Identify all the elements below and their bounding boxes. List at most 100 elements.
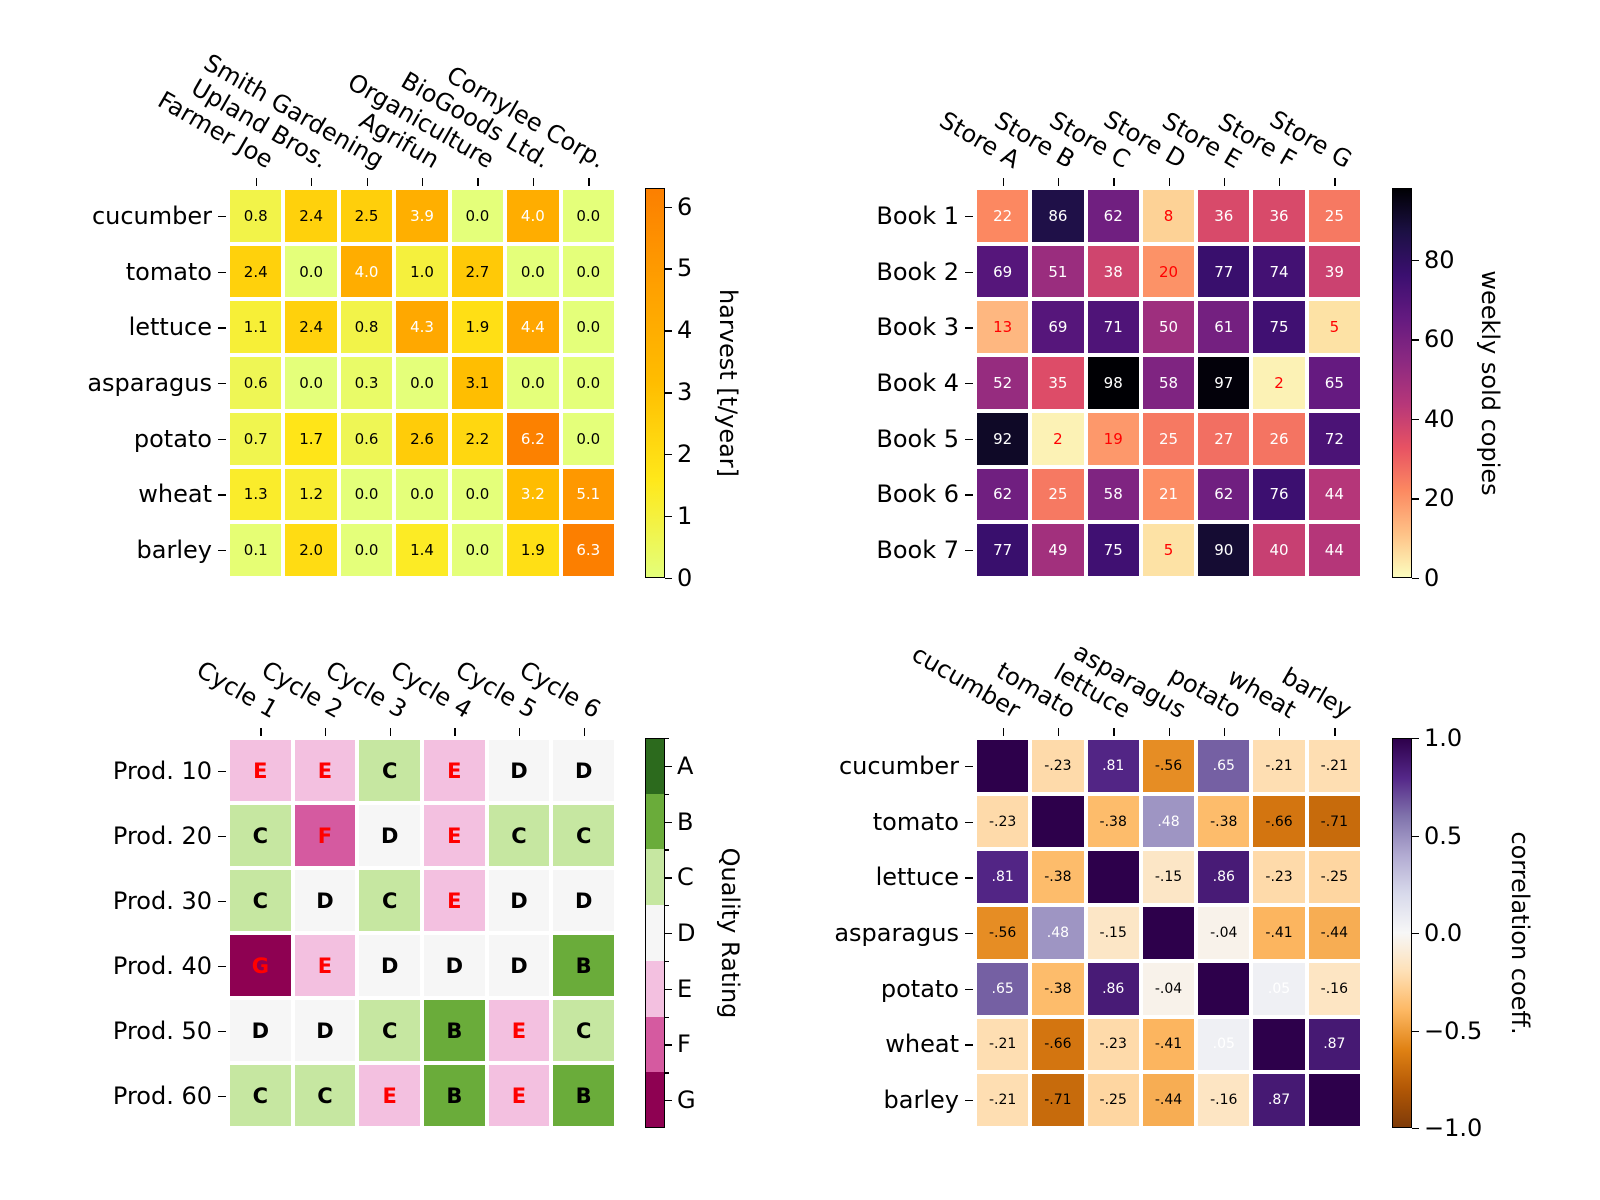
heatmap-cell: 74 (1253, 245, 1305, 298)
heatmap-cell: 0.0 (396, 357, 448, 409)
colorbar-band (645, 1016, 665, 1073)
y-tick (965, 550, 973, 552)
heatmap-cell: -.23 (977, 795, 1029, 848)
y-tick (218, 900, 226, 902)
y-tick-label: Book 4 (876, 369, 959, 397)
x-tick (325, 728, 327, 736)
heatmap-cell: 62 (1087, 190, 1139, 242)
heatmap-cell: 1.4 (396, 524, 448, 576)
colorbar-tick (665, 330, 672, 332)
heatmap-cell: 2.5 (340, 190, 393, 242)
heatmap-cell: .81 (1087, 740, 1139, 792)
heatmap-cell: 1.9 (451, 301, 504, 354)
colorbar-band (645, 738, 665, 794)
heatmap-cell: -.25 (1308, 851, 1360, 904)
colorbar-tick (665, 578, 672, 580)
heatmap-cell: -.66 (1253, 795, 1305, 848)
heatmap-cell: 0.0 (285, 357, 337, 409)
colorbar-tick-label: 0 (677, 564, 693, 592)
colorbar-tick-label: 1.0 (1424, 724, 1463, 752)
heatmap-cell: 72 (1308, 412, 1360, 465)
x-tick (1334, 178, 1336, 186)
y-tick-label: Book 2 (876, 257, 959, 286)
colorbar-minor-tick (665, 905, 669, 907)
heatmap-cell: 4.3 (396, 301, 448, 354)
heatmap-cell: D (294, 1000, 356, 1061)
heatmap-cell: 52 (977, 357, 1029, 409)
heatmap-cell: .48 (1032, 907, 1084, 959)
colorbar-tick-label: 20 (1424, 484, 1455, 513)
x-tick (1113, 728, 1115, 736)
heatmap-cell: 3.1 (451, 357, 504, 409)
heatmap-cell: 0.7 (230, 412, 282, 465)
heatmap-cell: -.56 (977, 907, 1029, 959)
colorbar-tick (1412, 259, 1419, 261)
heatmap-cell: 13 (977, 301, 1029, 354)
colorbar-tick-label: 60 (1424, 325, 1455, 354)
heatmap-cell: -.21 (977, 1018, 1029, 1071)
heatmap-cell: 19 (1087, 412, 1139, 465)
colorbar-tick-label: A (677, 751, 694, 780)
heatmap-cell: 0.1 (230, 524, 282, 576)
colorbar-minor-tick (665, 849, 669, 851)
heatmap-cell: -.41 (1142, 1018, 1195, 1071)
heatmap-cell: 69 (977, 245, 1029, 298)
colorbar-tick-label: 6 (677, 192, 693, 221)
heatmap-cell: 0.8 (340, 301, 393, 354)
y-tick (218, 965, 226, 967)
x-tick (477, 178, 479, 186)
colorbar-tick-label: 80 (1424, 245, 1455, 274)
colorbar-tick (1412, 578, 1419, 580)
heatmap-cell: G (230, 935, 291, 996)
heatmap-cell: -.56 (1142, 740, 1195, 792)
y-tick-label: lettuce (875, 863, 959, 892)
heatmap-cell: 69 (1032, 301, 1084, 354)
y-tick-label: Prod. 30 (112, 886, 212, 915)
y-tick (965, 988, 973, 990)
heatmap-cell: 0.0 (562, 412, 614, 465)
x-tick (1113, 178, 1115, 186)
heatmap-cell: 44 (1308, 524, 1360, 576)
heatmap-cell: 26 (1253, 412, 1305, 465)
y-tick (218, 494, 226, 496)
heatmap-cell: .86 (1087, 962, 1139, 1015)
heatmap-cell: 2.4 (230, 245, 282, 298)
colorbar (645, 738, 665, 1128)
heatmap-cell: D (553, 740, 614, 801)
colorbar-label: weekly sold copies (1476, 270, 1504, 496)
heatmap-cell: -.21 (1308, 740, 1360, 792)
heatmap-cell: .86 (1198, 851, 1250, 904)
heatmap-cell: .65 (977, 962, 1029, 1015)
heatmap-cell: 2.0 (285, 524, 337, 576)
heatmap-cell: 51 (1032, 245, 1084, 298)
heatmap-cell: 22 (977, 190, 1029, 242)
heatmap-cell: -.41 (1253, 907, 1305, 959)
heatmap-cell: 4.0 (507, 190, 559, 242)
heatmap-cell: 2.6 (396, 412, 448, 465)
y-tick (965, 383, 973, 385)
heatmap-cell: C (230, 1065, 291, 1126)
heatmap-cell: -.21 (1253, 740, 1305, 792)
colorbar-label: harvest [t/year] (714, 288, 742, 478)
colorbar-tick (665, 206, 672, 208)
y-tick-label: Book 6 (876, 480, 959, 509)
colorbar-label: Quality Rating (716, 847, 744, 1019)
heatmap-cell: D (488, 740, 550, 801)
colorbar-tick-label: B (677, 807, 694, 836)
heatmap-cell: 1.0 (396, 245, 448, 298)
heatmap-cell: 77 (1198, 245, 1250, 298)
heatmap-cell (977, 740, 1029, 792)
heatmap-cell: 5 (1142, 524, 1195, 576)
colorbar-tick (1412, 1128, 1419, 1130)
heatmap-cell: C (488, 805, 550, 866)
heatmap-cell: E (424, 740, 485, 801)
colorbar-tick (1412, 339, 1419, 341)
heatmap-cell: D (359, 935, 420, 996)
heatmap-cell: C (359, 870, 420, 931)
x-tick (532, 178, 535, 186)
colorbar-tick-label: 3 (677, 378, 693, 407)
y-tick (965, 438, 973, 440)
heatmap-cell: 92 (977, 412, 1029, 465)
colorbar-minor-tick (665, 738, 669, 740)
heatmap-cell: 3.2 (507, 468, 559, 521)
